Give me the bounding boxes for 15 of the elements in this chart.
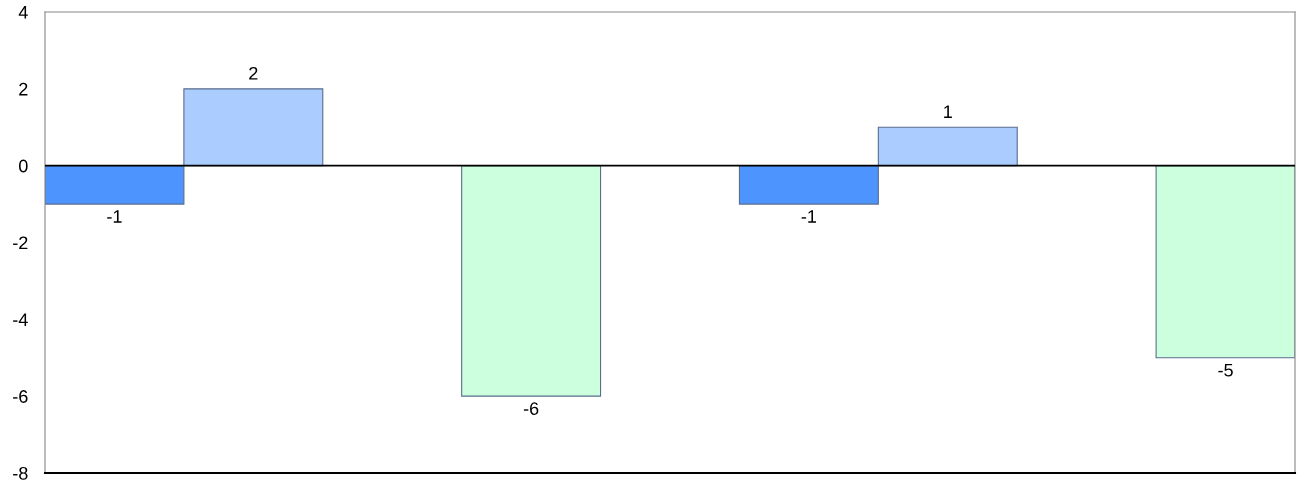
bar [1155, 165, 1295, 359]
y-tick-label: 0 [19, 159, 28, 173]
bar [461, 165, 602, 397]
data-label: -1 [107, 210, 122, 223]
data-label: -5 [1218, 363, 1233, 377]
data-label: -1 [801, 210, 817, 223]
y-tick-label: -2 [13, 236, 28, 250]
data-label: -6 [523, 402, 539, 415]
y-tick-label: -8 [13, 466, 28, 480]
y-tick-label: 2 [19, 82, 28, 96]
y-tick-label: -4 [13, 313, 28, 326]
data-label: 1 [944, 105, 952, 118]
y-tick-label: 4 [18, 6, 28, 19]
data-label: 2 [249, 66, 258, 80]
y-tick-label: -6 [13, 390, 28, 403]
